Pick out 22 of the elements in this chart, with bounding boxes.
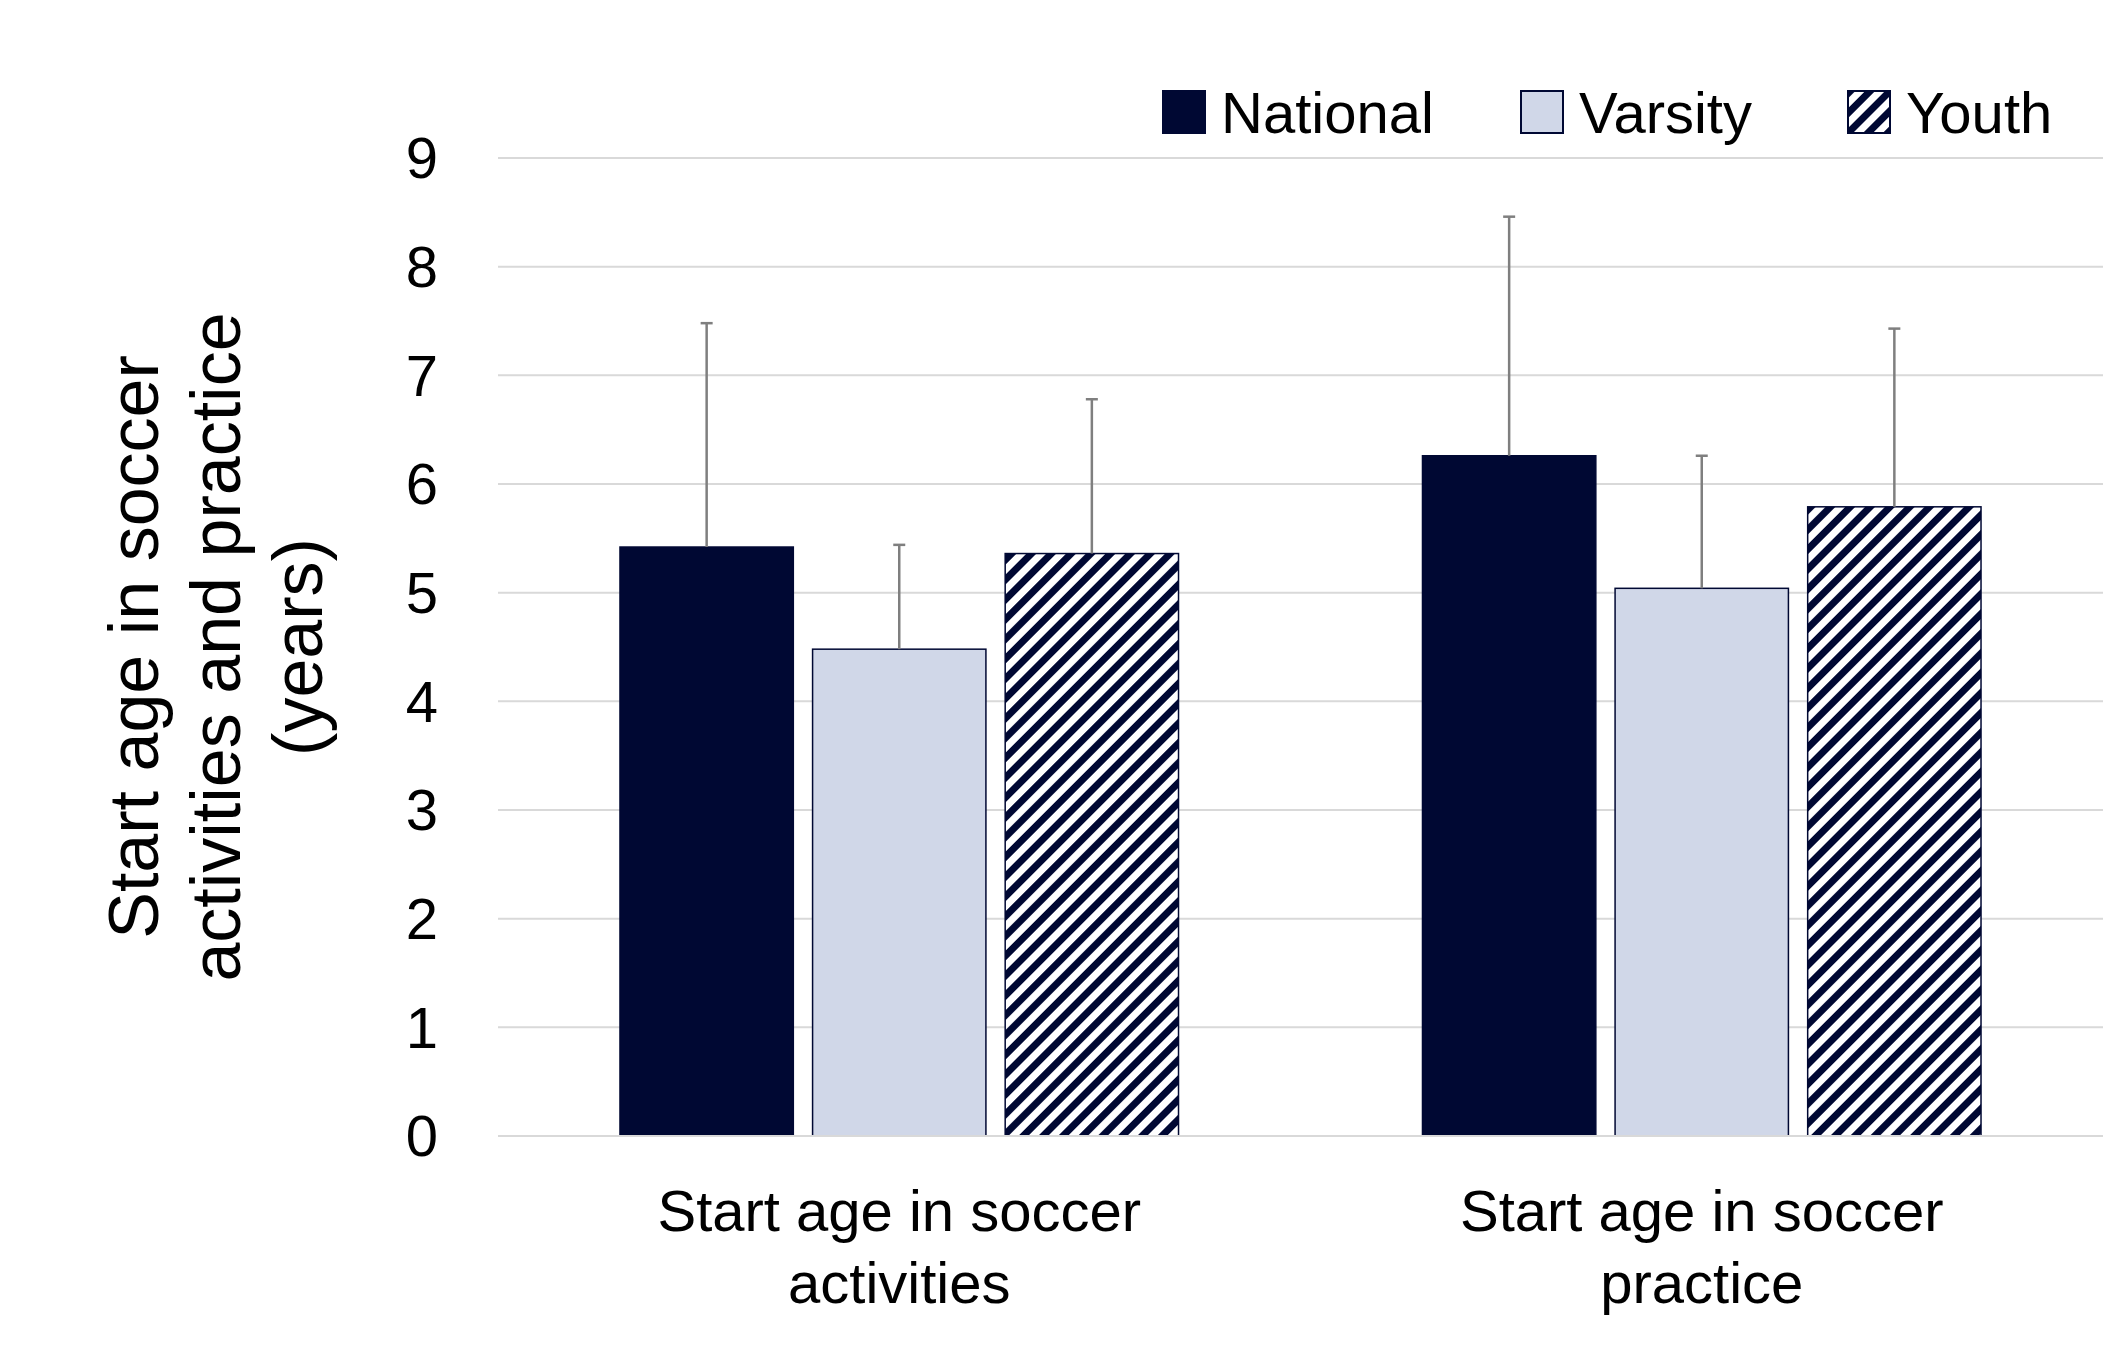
y-tick-label: 8: [405, 233, 438, 299]
bar: [619, 546, 795, 1137]
y-tick-label: 2: [405, 885, 438, 951]
legend-label: Youth: [1906, 80, 2053, 145]
x-tick-label: Start age in soccer activities: [657, 1178, 1142, 1315]
legend-label: National: [1221, 80, 1434, 145]
y-axis-title: Start age in soccer activities and practice (years): [95, 312, 337, 982]
bar: [1614, 587, 1790, 1137]
bar: [1806, 506, 1982, 1137]
y-tick-label: 0: [405, 1103, 438, 1169]
y-tick-label: 4: [405, 668, 438, 734]
y-tick-label: 6: [405, 451, 438, 517]
bar: [811, 648, 987, 1137]
y-tick-label: 7: [405, 342, 438, 408]
legend-label: Varsity: [1579, 80, 1752, 145]
x-tick-label: Start age in soccer practice: [1459, 1178, 1944, 1315]
y-tick-label: 9: [405, 125, 438, 191]
y-tick-label: 3: [405, 777, 438, 843]
bar: [1004, 552, 1180, 1137]
y-tick-label: 5: [405, 559, 438, 625]
y-tick-label: 1: [405, 994, 438, 1060]
bar: [1421, 455, 1597, 1137]
